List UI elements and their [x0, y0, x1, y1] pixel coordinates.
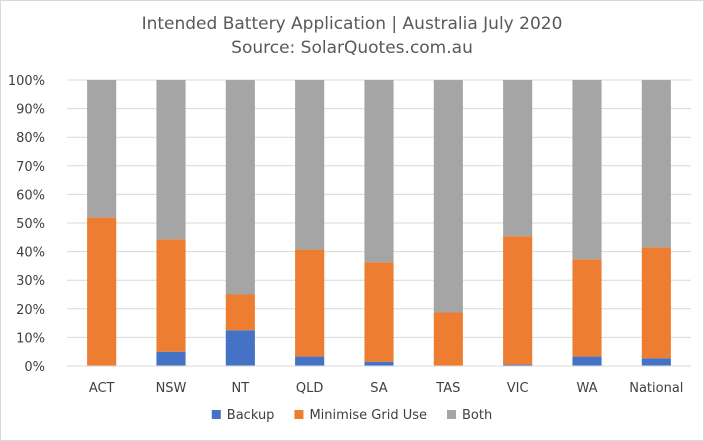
legend-label: Backup: [227, 408, 275, 423]
bar-backup-wa: [572, 356, 602, 366]
x-axis-ticks: ACT NSW NT QLD SA TAS VIC WA National: [89, 381, 684, 396]
bar-minimise-grid-use-nt: [225, 294, 255, 331]
bar-both-vic: [503, 80, 533, 237]
chart-title: Intended Battery Application | Australia…: [142, 14, 563, 34]
legend-swatch: [447, 410, 456, 419]
bar-both-nt: [225, 80, 255, 295]
bar-backup-qld: [295, 356, 325, 366]
x-tick-label: QLD: [296, 381, 324, 396]
y-tick-label: 80%: [16, 131, 45, 146]
y-tick-label: 100%: [8, 74, 45, 89]
y-tick-label: 70%: [16, 160, 45, 175]
bar-minimise-grid-use-vic: [503, 236, 533, 365]
bar-both-national: [641, 80, 671, 248]
legend-label: Minimise Grid Use: [309, 408, 427, 423]
y-axis-ticks: 0% 10% 20% 30% 40% 50% 60% 70% 80% 90% 100%: [8, 74, 45, 375]
y-tick-label: 50%: [16, 217, 45, 232]
legend-swatch: [294, 410, 304, 419]
bar-backup-nsw: [156, 351, 186, 366]
bar-both-tas: [433, 80, 463, 313]
bar-minimise-grid-use-tas: [433, 312, 463, 366]
bar-minimise-grid-use-qld: [295, 249, 325, 357]
legend-item-backup: Backup: [211, 408, 275, 423]
x-tick-label: WA: [576, 381, 597, 396]
bar-both-wa: [572, 80, 602, 260]
bars: [87, 80, 671, 366]
bar-backup-national: [641, 358, 671, 366]
bar-backup-nt: [225, 330, 255, 366]
legend: Backup Minimise Grid Use Both: [211, 408, 492, 423]
x-tick-label: SA: [370, 381, 387, 396]
bar-minimise-grid-use-national: [641, 247, 671, 359]
legend-label: Both: [462, 408, 492, 423]
bar-minimise-grid-use-wa: [572, 259, 602, 357]
y-tick-label: 40%: [16, 246, 45, 261]
y-tick-label: 0%: [24, 360, 45, 375]
bar-minimise-grid-use-act: [87, 217, 117, 366]
legend-item-both: Both: [447, 408, 492, 423]
x-tick-label: TAS: [435, 381, 460, 396]
x-tick-label: NSW: [156, 381, 187, 396]
x-tick-label: National: [629, 381, 683, 396]
bar-backup-sa: [364, 361, 394, 366]
bar-minimise-grid-use-nsw: [156, 239, 186, 352]
x-tick-label: VIC: [507, 381, 529, 396]
bar-minimise-grid-use-sa: [364, 262, 394, 362]
bar-both-sa: [364, 80, 394, 263]
chart-subtitle: Source: SolarQuotes.com.au: [231, 38, 473, 58]
bar-both-nsw: [156, 80, 186, 240]
x-tick-label: NT: [231, 381, 249, 396]
bar-both-act: [87, 80, 117, 218]
legend-swatch: [211, 410, 221, 419]
bar-both-qld: [295, 80, 325, 250]
legend-item-minimise-grid-use: Minimise Grid Use: [294, 408, 427, 423]
bar-backup-vic: [503, 364, 533, 366]
y-tick-label: 90%: [16, 103, 45, 118]
x-tick-label: ACT: [89, 381, 115, 396]
y-tick-label: 30%: [16, 274, 45, 289]
y-tick-label: 10%: [16, 331, 45, 346]
y-tick-label: 60%: [16, 188, 45, 203]
y-tick-label: 20%: [16, 303, 45, 318]
